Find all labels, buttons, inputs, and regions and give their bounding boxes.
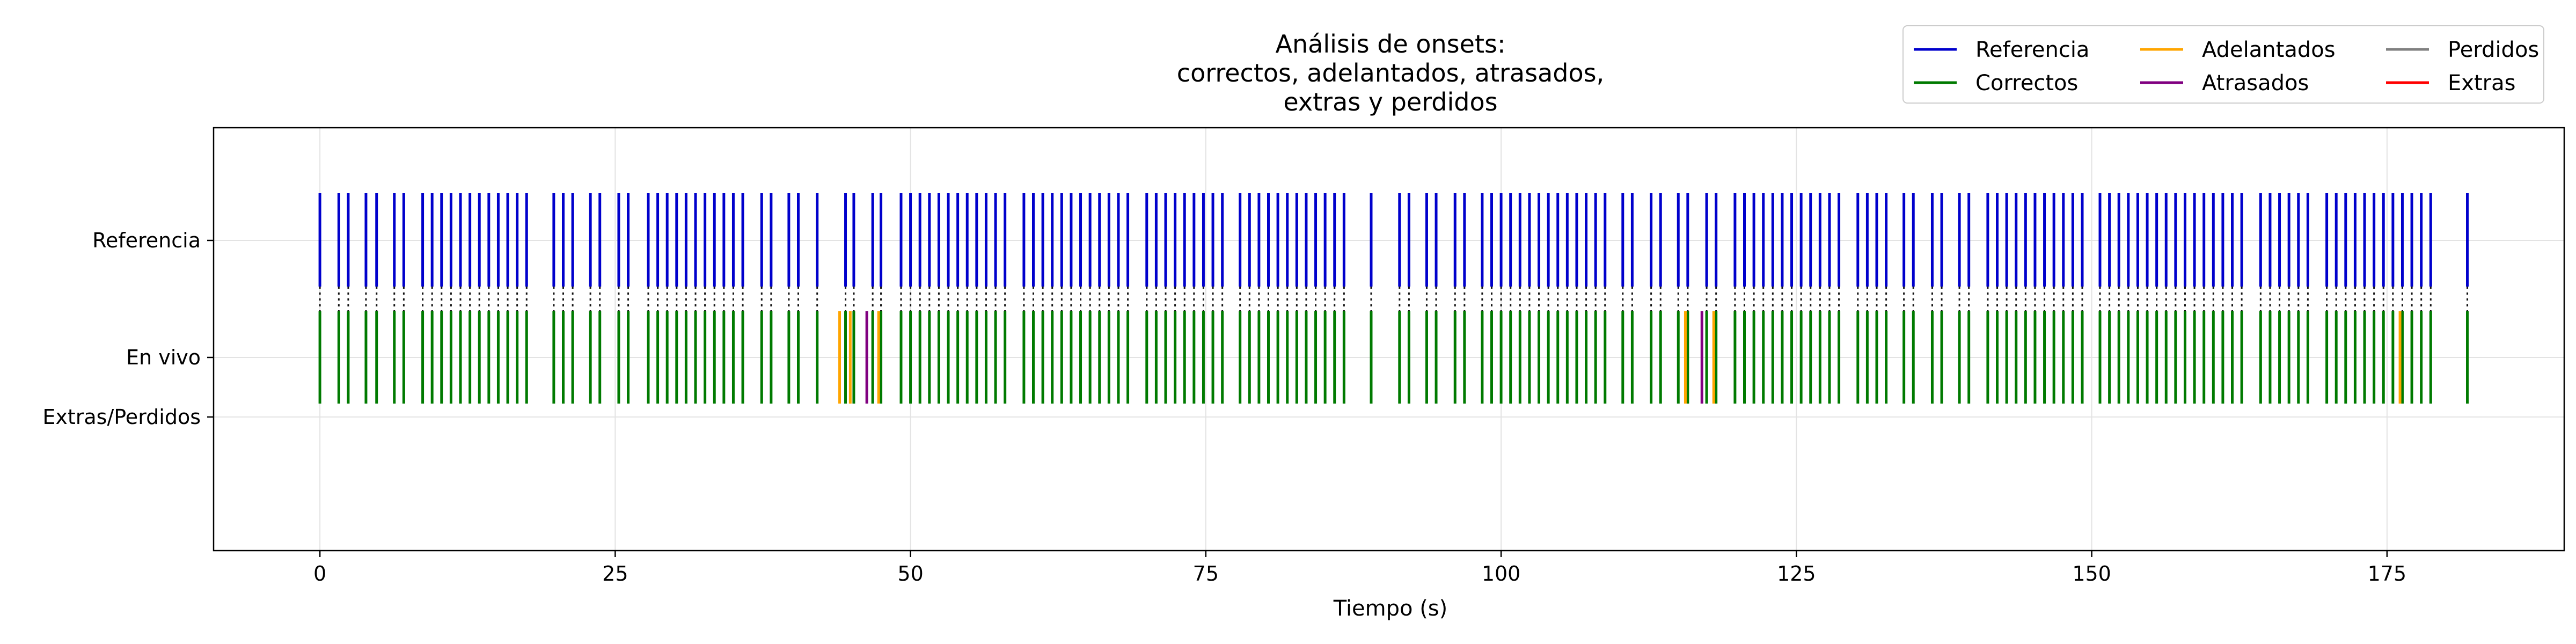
x-tick-label-0: 0 (313, 562, 326, 586)
x-tick-label-75: 75 (1193, 562, 1219, 586)
legend-box (1902, 25, 2544, 104)
x-tick-label-100: 100 (1482, 562, 1521, 586)
y-axis-ticks: Referencia En vivo Extras/Perdidos (42, 229, 214, 429)
x-axis-label: Tiempo (s) (1333, 596, 1448, 621)
onset-marks (318, 193, 2469, 404)
y-tick-label-extras-perdidos: Extras/Perdidos (42, 405, 201, 429)
legend: Referencia Correctos Adelantados Atrasad… (1902, 25, 2544, 104)
y-tick-label-en-vivo: En vivo (126, 346, 201, 369)
x-tick-label-150: 150 (2072, 562, 2111, 586)
x-tick-label-25: 25 (602, 562, 628, 586)
x-tick-label-50: 50 (897, 562, 923, 586)
x-tick-label-175: 175 (2368, 562, 2407, 586)
x-axis-ticks: 0 25 50 75 100 125 150 175 (313, 551, 2406, 586)
legend-label-perdidos: Perdidos (2448, 38, 2539, 62)
x-tick-label-125: 125 (1777, 562, 1816, 586)
chart-title-line-1: Análisis de onsets: (1276, 30, 1506, 58)
legend-label-correctos: Correctos (1975, 71, 2078, 96)
plot-frame (213, 127, 2565, 552)
legend-label-atrasados: Atrasados (2202, 71, 2309, 96)
y-tick-label-referencia: Referencia (92, 229, 201, 252)
legend-label-referencia: Referencia (1975, 38, 2089, 62)
legend-label-adelantados: Adelantados (2202, 38, 2336, 62)
chart-title-line-3: extras y perdidos (1283, 87, 1497, 116)
chart-title-line-2: correctos, adelantados, atrasados, (1177, 58, 1604, 87)
legend-label-extras: Extras (2448, 71, 2515, 96)
